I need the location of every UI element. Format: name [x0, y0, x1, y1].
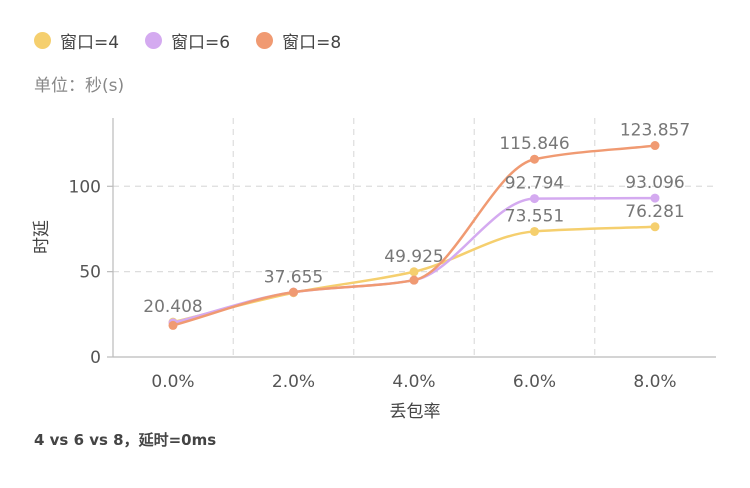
- x-tick-label: 6.0%: [513, 372, 556, 392]
- data-point[interactable]: [530, 154, 539, 164]
- legend-item-window-8[interactable]: 窗口=8: [256, 28, 341, 53]
- data-point[interactable]: [650, 141, 660, 151]
- legend-item-window-4[interactable]: 窗口=4: [34, 28, 119, 53]
- x-axis-title: 丢包率: [390, 402, 441, 422]
- legend-dot-icon: [256, 32, 274, 49]
- legend-label: 窗口=6: [171, 33, 231, 53]
- legend-label: 窗口=4: [60, 33, 120, 53]
- legend-dot-icon: [145, 32, 163, 49]
- y-axis-title: 时延: [32, 220, 52, 254]
- legend: 窗口=4 窗口=6 窗口=8: [34, 28, 367, 53]
- y-tick-label: 0: [90, 348, 101, 368]
- data-point[interactable]: [650, 222, 660, 232]
- x-tick-label: 4.0%: [392, 372, 435, 392]
- data-point[interactable]: [650, 193, 660, 203]
- data-point[interactable]: [530, 226, 539, 236]
- series-lines: [168, 141, 660, 330]
- grid: [113, 118, 716, 357]
- data-label: 93.096: [625, 173, 684, 193]
- data-labels: 20.408 37.655 49.925 73.551 76.281 92.794 93.0…: [143, 121, 690, 318]
- y-tick-label: 100: [69, 177, 101, 197]
- y-tick-label: 50: [79, 263, 101, 283]
- unit-label: 单位：秒(s): [34, 76, 125, 96]
- data-point[interactable]: [530, 194, 539, 204]
- data-label: 49.925: [384, 247, 443, 267]
- series-line: [172, 144, 656, 327]
- data-label: 20.408: [143, 297, 202, 317]
- x-tick-label: 0.0%: [151, 372, 194, 392]
- data-label: 123.857: [620, 121, 690, 141]
- data-label: 76.281: [625, 202, 684, 222]
- legend-item-window-6[interactable]: 窗口=6: [145, 28, 230, 53]
- data-label: 73.551: [505, 206, 564, 226]
- x-tick-label: 2.0%: [272, 372, 315, 392]
- x-tick-label: 8.0%: [633, 372, 676, 392]
- legend-label: 窗口=8: [282, 33, 342, 53]
- chart-caption: 4 vs 6 vs 8，延时=0ms: [34, 431, 217, 449]
- axes: 0 50 100 0.0% 2.0% 4.0% 6.0% 8.0%: [69, 118, 716, 392]
- legend-dot-icon: [34, 32, 51, 49]
- data-label: 115.846: [499, 134, 569, 154]
- data-point[interactable]: [168, 320, 178, 330]
- data-point[interactable]: [289, 287, 298, 297]
- data-label: 92.794: [505, 174, 564, 194]
- data-point[interactable]: [409, 275, 419, 285]
- data-label: 37.655: [264, 268, 323, 288]
- data-point[interactable]: [409, 267, 419, 277]
